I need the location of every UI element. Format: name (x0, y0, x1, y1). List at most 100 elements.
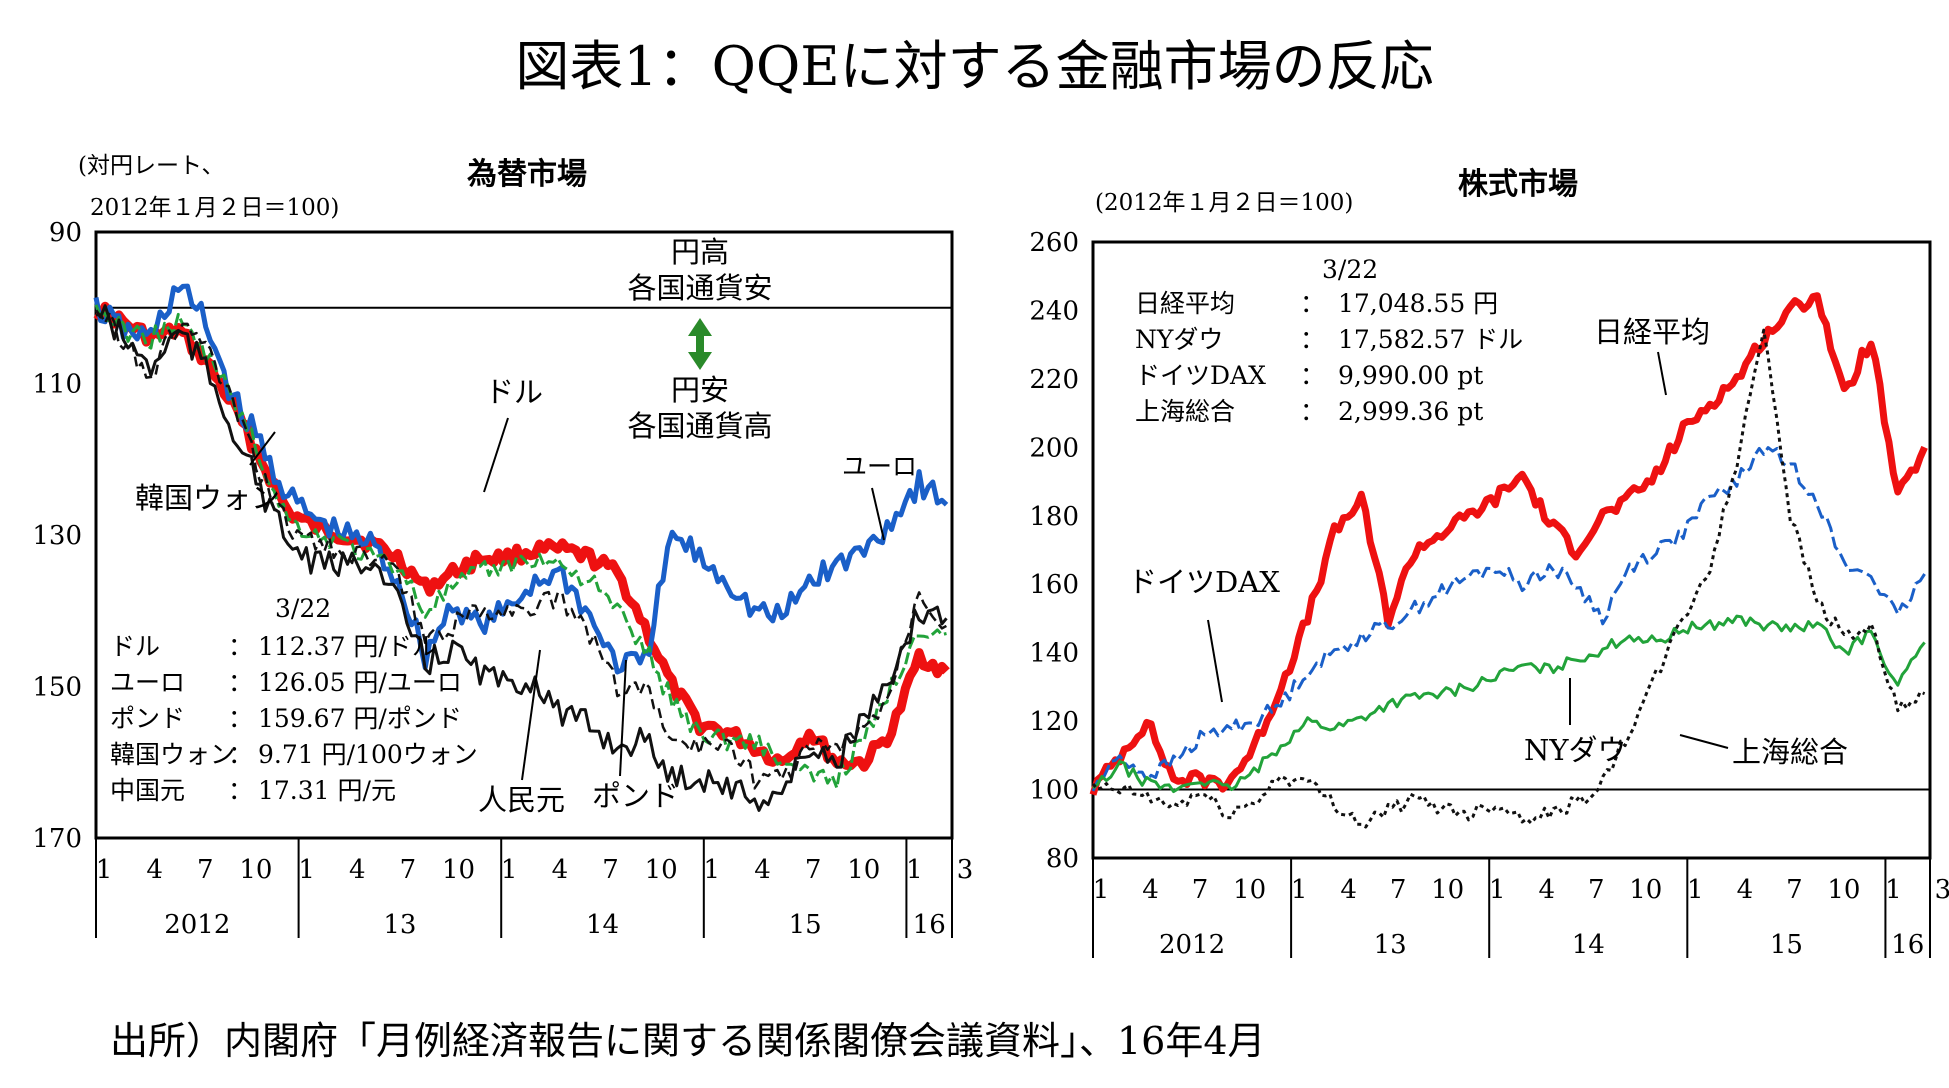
x-tick-label: 1 (298, 855, 315, 885)
pointer-pound (619, 659, 627, 777)
y-tick-label: 140 (1029, 639, 1079, 669)
y-tick-label: 100 (1029, 776, 1079, 806)
fx-info-name: 韓国ウォン (110, 740, 235, 769)
y-tick-label: 130 (32, 521, 82, 551)
fx-info-colon: ： (228, 740, 253, 769)
fx-info-value: 159.67 円/ポンド (258, 704, 462, 733)
y-tick-label: 160 (1029, 570, 1079, 600)
x-tick-label: 4 (1737, 875, 1754, 905)
label-euro: ユーロ (842, 452, 917, 481)
stock-info-value: 2,999.36 pt (1338, 397, 1483, 426)
stock-info-name: ドイツDAX (1135, 361, 1266, 390)
fx-info-colon: ： (228, 704, 253, 733)
x-tick-label: 7 (400, 855, 417, 885)
x-tick-label: 1 (1291, 875, 1308, 905)
fx-direction-up-2: 各国通貨安 (627, 271, 772, 305)
stock-info-name: NYダウ (1135, 325, 1223, 354)
series-line-dax (1091, 446, 1926, 792)
stock-info-colon: ： (1300, 289, 1325, 318)
series-line-won (94, 304, 948, 812)
x-tick-label: 7 (197, 855, 214, 885)
x-tick-label: 10 (1629, 875, 1662, 905)
x-tick-label: 10 (442, 855, 475, 885)
plot-frame (1091, 240, 1932, 860)
fx-info-date: 3/22 (275, 594, 331, 623)
fx-unit-label-1: (対円レート、 (78, 153, 225, 179)
x-year-label: 16 (913, 910, 946, 940)
stock-info-value: 9,990.00 pt (1338, 361, 1483, 390)
fx-info-colon: ： (228, 776, 253, 805)
x-tick-label: 7 (1192, 875, 1209, 905)
y-tick-label: 90 (49, 218, 82, 248)
pointer-euro (871, 487, 885, 541)
x-tick-label: 1 (501, 855, 518, 885)
x-year-label: 15 (1770, 930, 1803, 960)
source-note: 出所）内閣府「月例経済報告に関する関係閣僚会議資料」、16年4月 (110, 1019, 1266, 1063)
series-line-nikkei (1089, 292, 1928, 796)
y-tick-label: 240 (1029, 296, 1079, 326)
y-tick-label: 150 (32, 673, 82, 703)
x-tick-label: 1 (906, 855, 923, 885)
label-nikkei: 日経平均 (1594, 315, 1710, 349)
page-title: 図表1：QQEに対する金融市場の反応 (515, 35, 1434, 98)
series-line-nydow (1092, 614, 1926, 794)
x-tick-label: 7 (805, 855, 822, 885)
x-tick-label: 10 (847, 855, 880, 885)
y-tick-label: 120 (1029, 707, 1079, 737)
pointer-dollar (483, 417, 509, 493)
fx-info-name: ユーロ (110, 668, 185, 697)
x-tick-label: 1 (1687, 875, 1704, 905)
fx-info-value: 126.05 円/ユーロ (258, 668, 462, 697)
fx-direction-up-1: 円高 (671, 235, 729, 269)
fx-direction-down-2: 各国通貨高 (627, 409, 772, 443)
x-year-label: 13 (1374, 930, 1407, 960)
x-tick-label: 7 (1588, 875, 1605, 905)
stock-info-colon: ： (1300, 361, 1325, 390)
series-line-yuan (95, 311, 948, 790)
y-tick-label: 180 (1029, 502, 1079, 532)
x-tick-label: 4 (146, 855, 163, 885)
label-dollar: ドル (485, 375, 543, 409)
x-tick-label: 1 (1093, 875, 1110, 905)
x-year-label: 13 (383, 910, 416, 940)
x-tick-label: 1 (704, 855, 721, 885)
x-year-label: 2012 (1159, 930, 1225, 960)
fx-info-value: 112.37 円/ドル (258, 632, 437, 661)
fx-unit-label-2: 2012年１月２日＝100) (90, 195, 339, 221)
y-tick-label: 260 (1029, 228, 1079, 258)
stock-unit-label: (2012年１月２日＝100) (1095, 190, 1353, 216)
pointer-won (249, 431, 276, 466)
y-tick-label: 110 (32, 370, 82, 400)
stock-info-value: 17,048.55 円 (1338, 289, 1498, 318)
fx-info-name: ポンド (110, 704, 185, 733)
series-line-dollar (93, 301, 950, 772)
series-line-shanghai (1091, 328, 1926, 829)
label-dax: ドイツDAX (1128, 565, 1280, 599)
stock-info-date: 3/22 (1322, 255, 1378, 284)
stock-info-name: 上海総合 (1135, 397, 1235, 426)
x-tick-label: 4 (1340, 875, 1357, 905)
x-tick-label: 7 (602, 855, 619, 885)
x-tick-label: 4 (349, 855, 366, 885)
y-tick-label: 80 (1046, 844, 1079, 874)
stock-info-value: 17,582.57 ドル (1338, 325, 1523, 354)
x-year-label: 15 (789, 910, 822, 940)
x-tick-label: 3 (957, 855, 974, 885)
fx-info-value: 17.31 円/元 (258, 776, 396, 805)
stock-info-colon: ： (1300, 325, 1325, 354)
x-tick-label: 10 (1233, 875, 1266, 905)
x-tick-label: 7 (1786, 875, 1803, 905)
fx-info-colon: ： (228, 668, 253, 697)
x-tick-label: 4 (1538, 875, 1555, 905)
x-year-label: 16 (1891, 930, 1924, 960)
x-tick-label: 7 (1390, 875, 1407, 905)
x-year-label: 14 (586, 910, 619, 940)
label-yuan: 人民元 (478, 783, 565, 817)
x-tick-label: 4 (754, 855, 771, 885)
pointer-yuan (521, 649, 541, 781)
fx-chart-title: 為替市場 (467, 157, 587, 192)
label-shanghai: 上海総合 (1732, 735, 1848, 769)
x-tick-label: 10 (1827, 875, 1860, 905)
